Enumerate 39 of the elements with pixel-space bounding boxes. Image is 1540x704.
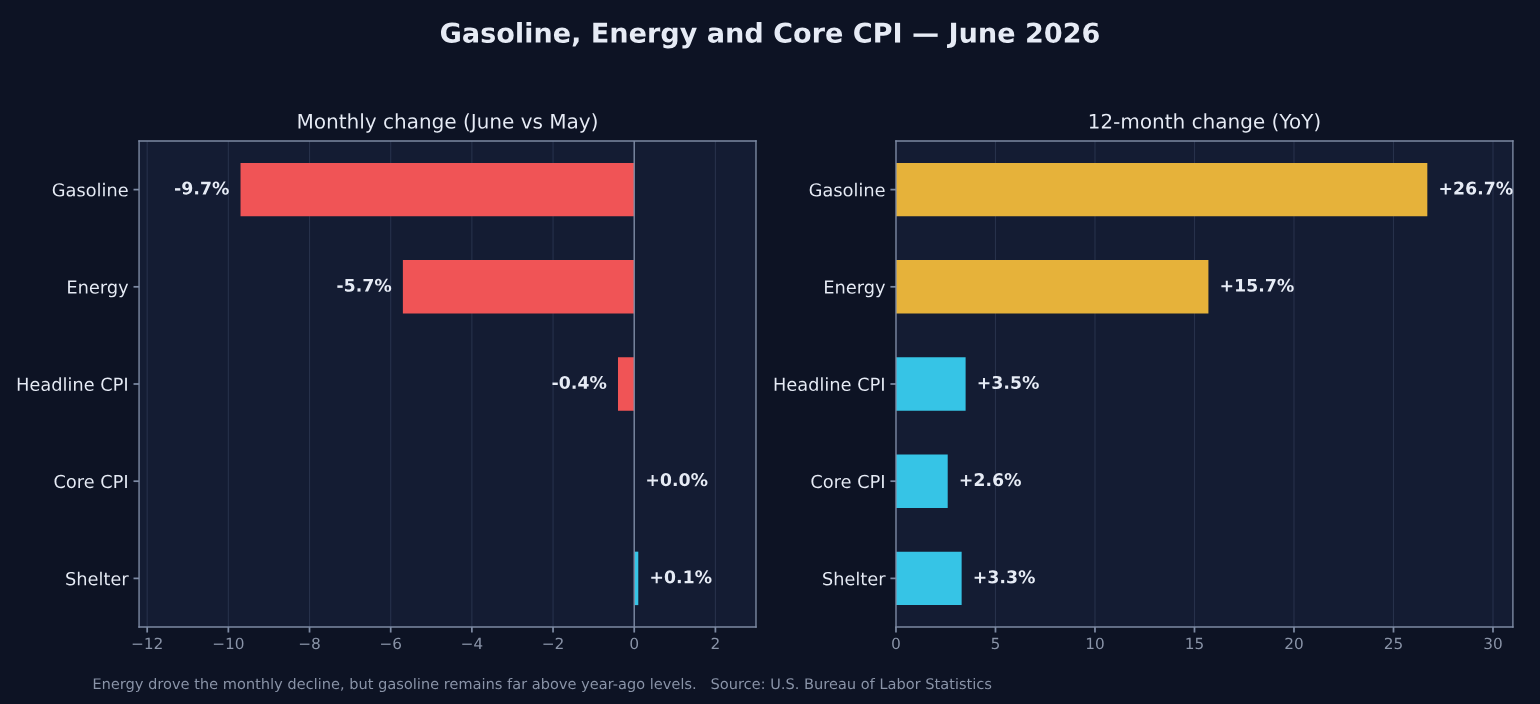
y-tick-label: Shelter [823,571,886,586]
y-tick-label: Headline CPI [17,377,127,391]
x-tick-label: 15 [1186,637,1203,650]
x-tick-label: −4 [462,637,483,650]
y-tick-label: Energy [68,280,129,298]
data-label: +3.3% [974,570,1035,584]
x-tick-label: 20 [1285,637,1303,650]
x-tick-label: 25 [1384,637,1402,650]
data-label: +26.7% [1440,181,1513,195]
data-label: +0.1% [651,570,712,584]
x-tick-label: −8 [299,637,320,650]
x-tick-label: 0 [630,637,639,650]
data-label: -5.7% [337,278,392,292]
text: Gasoline, Energy and Core CPI — June 2026 [441,21,1099,49]
data-label: -0.4% [552,375,607,390]
x-tick-label: 0 [892,637,900,650]
y-tick-label: Core CPI [811,474,884,489]
x-tick-label: 2 [711,637,719,650]
x-tick-label: 10 [1086,637,1104,650]
data-label: -9.7% [175,181,229,195]
y-tick-label: Headline CPI [774,377,884,391]
y-tick-label: Core CPI [54,474,127,489]
data-label: +0.0% [647,473,708,487]
x-tick-label: 5 [991,637,999,650]
chart-title: 12-month change (YoY) [1089,113,1320,133]
x-tick-label: 30 [1484,637,1502,650]
data-label: +3.5% [978,375,1039,390]
text: Energy drove the monthly decline, but gasoline remains far above year-ago levels. Source: U.S. Bureau of Labor Statistics [93,677,992,693]
x-tick-label: −12 [132,637,162,650]
x-tick-label: −2 [543,637,563,650]
data-label: +2.6% [960,473,1021,487]
y-tick-label: Shelter [66,571,129,586]
y-tick-label: Energy [825,280,886,298]
chart-title: Monthly change (June vs May) [298,113,597,133]
y-tick-label: Gasoline [52,182,128,197]
x-tick-label: −6 [381,637,401,650]
x-tick-label: −10 [213,637,244,650]
data-label: +15.7% [1221,278,1294,292]
y-tick-label: Gasoline [809,182,885,197]
